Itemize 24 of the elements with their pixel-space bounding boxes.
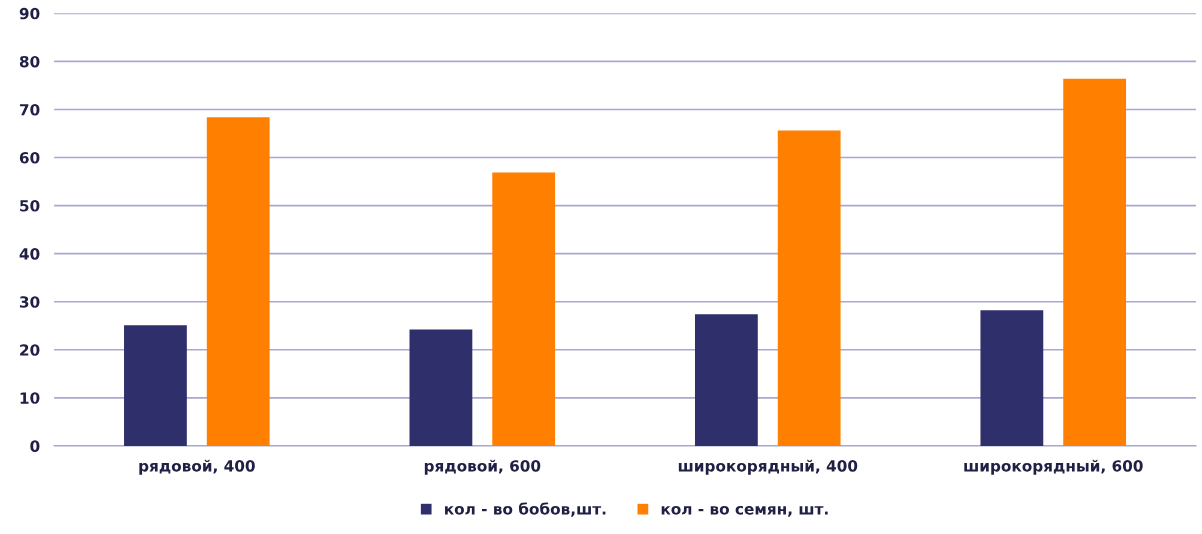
bar xyxy=(409,329,473,446)
y-tick-label: 80 xyxy=(19,55,40,68)
x-tick-label: рядовой, 600 xyxy=(424,459,541,475)
y-tick-label: 20 xyxy=(20,344,40,356)
y-tick-label: 40 xyxy=(19,248,40,260)
y-tick-label: 50 xyxy=(20,200,40,212)
x-tick-label: широкорядный, 400 xyxy=(678,459,858,475)
y-tick-label: 60 xyxy=(19,152,40,164)
y-tick-label: 70 xyxy=(19,103,40,116)
bar xyxy=(206,117,270,446)
bar xyxy=(777,130,841,446)
x-tick-label: широкорядный, 600 xyxy=(964,459,1143,475)
bar xyxy=(492,172,556,446)
y-tick-label: 10 xyxy=(20,392,40,404)
legend-label: кол - во бобов,шт. xyxy=(445,502,606,517)
legend-label: кол - во семян, шт. xyxy=(661,505,828,517)
x-tick-label: рядовой, 400 xyxy=(139,459,255,475)
y-tick-label: 90 xyxy=(19,7,40,20)
bar xyxy=(124,325,187,446)
bar xyxy=(1063,78,1127,446)
y-tick-label: 0 xyxy=(30,440,40,452)
y-tick-label: 30 xyxy=(19,296,40,308)
bar xyxy=(980,310,1044,446)
bar xyxy=(694,314,758,446)
